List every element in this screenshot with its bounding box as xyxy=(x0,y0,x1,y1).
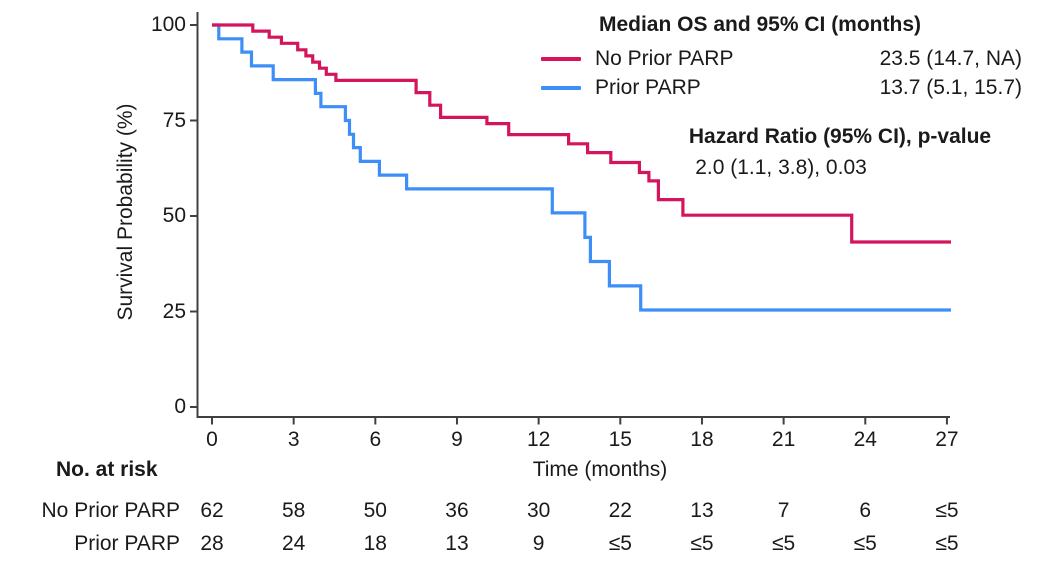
x-tick-label: 12 xyxy=(526,428,551,451)
risk-count: ≤5 xyxy=(608,532,632,555)
legend-line-no-prior-parp xyxy=(541,57,581,61)
y-tick-label: 25 xyxy=(162,299,186,323)
legend-title: Median OS and 95% CI (months) xyxy=(598,13,922,36)
risk-count: 7 xyxy=(777,499,790,522)
x-tick-label: 18 xyxy=(690,428,714,451)
risk-count: ≤5 xyxy=(690,532,714,555)
x-axis-title: Time (months) xyxy=(532,458,668,481)
risk-count: 18 xyxy=(363,532,387,555)
x-tick-label: 15 xyxy=(608,428,632,451)
risk-count: ≤5 xyxy=(935,499,959,522)
risk-table-title: No. at risk xyxy=(56,458,158,481)
risk-count: 62 xyxy=(200,499,224,522)
legend-label-prior-parp: Prior PARP xyxy=(595,76,701,99)
y-tick-label: 0 xyxy=(174,395,186,418)
x-tick-label: 24 xyxy=(853,428,877,451)
x-tick-label: 21 xyxy=(771,428,796,451)
x-tick-label: 9 xyxy=(451,428,463,451)
legend-value-prior-parp: 13.7 (5.1, 15.7) xyxy=(879,76,1022,99)
risk-count: ≤5 xyxy=(772,532,796,555)
hazard-ratio-value: 2.0 (1.1, 3.8), 0.03 xyxy=(695,156,867,179)
legend-value-no-prior-parp: 23.5 (14.7, NA) xyxy=(879,47,1022,70)
risk-row-label-no-prior-parp: No Prior PARP xyxy=(41,499,180,522)
risk-count: 9 xyxy=(532,532,545,555)
risk-count: 36 xyxy=(445,499,469,522)
legend-label-no-prior-parp: No Prior PARP xyxy=(595,47,734,70)
risk-count: 28 xyxy=(200,532,224,555)
risk-count: 13 xyxy=(445,532,469,555)
x-tick-label: 3 xyxy=(287,428,300,451)
risk-count: 6 xyxy=(859,499,872,522)
x-tick-label: 6 xyxy=(369,428,382,451)
risk-count: 50 xyxy=(363,499,387,522)
km-curve-no-prior-parp xyxy=(212,23,951,244)
risk-count: 13 xyxy=(690,499,714,522)
risk-count: 30 xyxy=(526,499,551,522)
risk-count: ≤5 xyxy=(853,532,877,555)
legend-line-prior-parp xyxy=(541,86,581,90)
risk-count: 22 xyxy=(608,499,632,522)
axis-tick-marks xyxy=(190,24,948,425)
y-tick-label: 75 xyxy=(162,108,186,132)
risk-count: 58 xyxy=(281,499,306,522)
risk-count: 24 xyxy=(281,532,306,555)
risk-row-label-prior-parp: Prior PARP xyxy=(74,532,180,555)
x-tick-label: 27 xyxy=(935,428,959,451)
y-tick-label: 100 xyxy=(150,13,186,36)
hazard-ratio-title: Hazard Ratio (95% CI), p-value xyxy=(688,125,992,148)
km-curve-prior-parp xyxy=(212,23,951,312)
x-tick-label: 0 xyxy=(206,428,218,451)
risk-count: ≤5 xyxy=(935,532,959,555)
y-tick-label: 50 xyxy=(162,204,186,227)
